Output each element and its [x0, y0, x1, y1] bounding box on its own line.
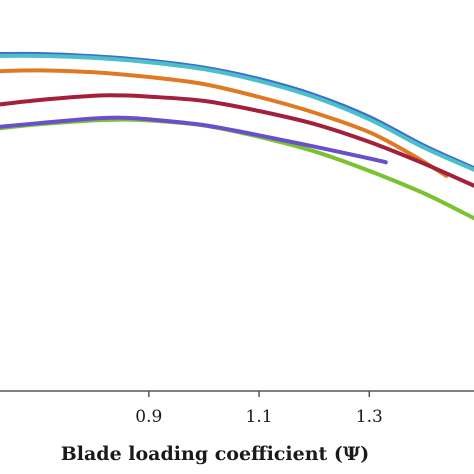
x-axis-title: Blade loading coefficient (Ψ): [61, 443, 370, 465]
x-tick-label-1: 1.1: [246, 407, 273, 427]
x-tick-label-0: 0.9: [135, 407, 162, 427]
x-tick-label-2: 1.3: [356, 407, 383, 427]
series-line-3: [0, 93, 474, 188]
series-line-5: [0, 115, 388, 165]
series-group: [0, 51, 474, 221]
x-axis-tick-labels: 0.9 1.1 1.3: [135, 407, 383, 427]
plot-area: 0.9 1.1 1.3: [0, 51, 474, 427]
series-line-2: [0, 68, 449, 178]
x-axis-ticks: [148, 391, 371, 397]
series-line-1: [0, 53, 474, 172]
